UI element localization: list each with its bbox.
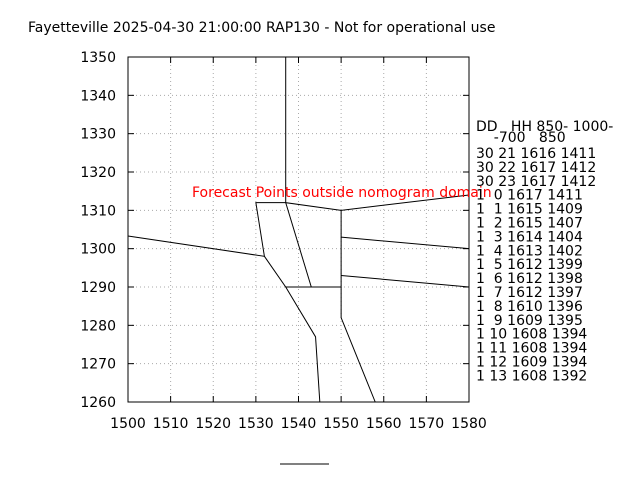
annotation: Forecast Points outside nomogram domain <box>192 185 492 201</box>
table-row: 1 9 1609 1395 <box>476 313 583 329</box>
y-tick-label: 1290 <box>80 280 116 296</box>
table-row: 30 23 1617 1412 <box>476 174 596 190</box>
y-tick-label: 1310 <box>80 203 116 219</box>
table-row: 30 21 1616 1411 <box>476 146 596 162</box>
chart-title: Fayetteville 2025-04-30 21:00:00 RAP130 … <box>28 20 495 36</box>
nomogram-line <box>285 57 470 211</box>
y-tick-label: 1320 <box>80 165 116 181</box>
y-tick-label: 1350 <box>80 50 116 66</box>
x-tick-label: 1500 <box>110 416 146 432</box>
y-tick-label: 1330 <box>80 127 116 143</box>
table-row: 1 8 1610 1396 <box>476 299 583 315</box>
nomogram-line <box>340 287 376 403</box>
nomogram-line <box>341 275 470 288</box>
nomogram-line <box>341 236 470 250</box>
x-tick-label: 1510 <box>153 416 189 432</box>
y-tick-label: 1300 <box>80 242 116 258</box>
nomogram-line <box>263 210 342 288</box>
y-tick-label: 1270 <box>80 357 116 373</box>
table-row: 1 13 1608 1392 <box>476 368 587 384</box>
nomogram-line <box>285 286 321 403</box>
nomogram-line <box>285 202 312 288</box>
table-header: -700 850 <box>476 130 566 146</box>
table-row: 1 6 1612 1398 <box>476 271 583 287</box>
x-tick-label: 1520 <box>195 416 231 432</box>
table-row: 1 0 1617 1411 <box>476 188 583 204</box>
x-tick-label: 1580 <box>451 416 487 432</box>
x-tick-label: 1560 <box>366 416 402 432</box>
y-tick-label: 1280 <box>80 318 116 334</box>
plot-frame <box>127 56 470 403</box>
x-tick-label: 1550 <box>323 416 359 432</box>
table-row: 1 7 1612 1397 <box>476 285 583 301</box>
y-tick-label: 1260 <box>80 395 116 411</box>
table-row: 1 2 1615 1407 <box>476 216 583 232</box>
nomogram-line <box>127 202 286 257</box>
table-header: DD HH 850- 1000- <box>476 119 613 135</box>
table-row: 1 3 1614 1404 <box>476 229 583 245</box>
table-row: 1 1 1615 1409 <box>476 202 583 218</box>
x-tick-label: 1570 <box>409 416 445 432</box>
table-row: 1 5 1612 1399 <box>476 257 583 273</box>
table-row: 1 11 1608 1394 <box>476 341 587 357</box>
table-row: 1 10 1608 1394 <box>476 327 587 343</box>
table-row: 1 4 1613 1402 <box>476 243 583 259</box>
x-tick-label: 1530 <box>238 416 274 432</box>
table-row: 1 12 1609 1394 <box>476 355 587 371</box>
x-tick-label: 1540 <box>281 416 317 432</box>
y-tick-label: 1340 <box>80 88 116 104</box>
table-row: 30 22 1617 1412 <box>476 160 596 176</box>
